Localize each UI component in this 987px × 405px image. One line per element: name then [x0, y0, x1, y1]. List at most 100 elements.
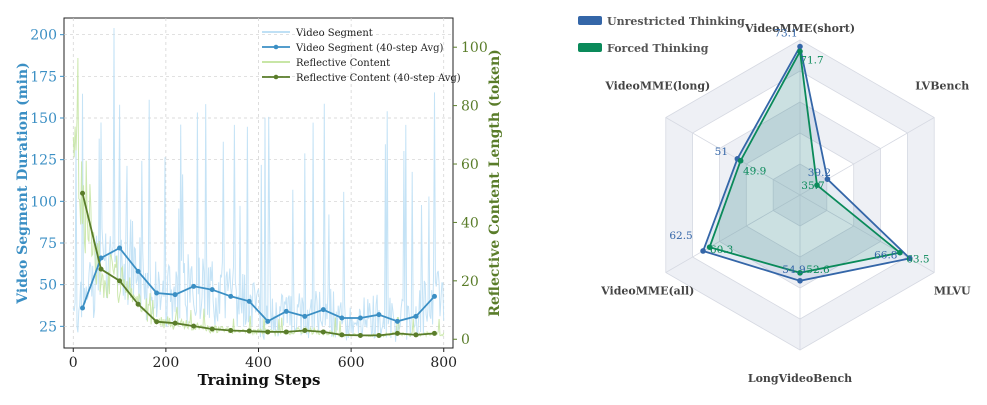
legend-label-video-avg: Video Segment (40-step Avg)	[295, 43, 443, 54]
y-tick-label: 150	[30, 111, 57, 127]
y-tick-label: 25	[39, 319, 57, 335]
radar-value-label: 39.2	[808, 167, 831, 179]
data-point	[283, 329, 289, 335]
radar-value-label: 62.5	[669, 230, 692, 242]
radar-value-label: 66.8	[874, 249, 897, 261]
legend-label-video-segment: Video Segment	[295, 28, 373, 39]
data-point	[80, 190, 86, 196]
y2-tick-label: 40	[461, 215, 479, 231]
legend-swatch-forced	[578, 43, 602, 52]
grid	[64, 18, 453, 348]
radar-chart: VideoMME(short) LVBench MLVU LongVideoBench…	[578, 15, 971, 385]
line-chart: 0 200 400 600 800 25 50 75 100 125 150 175 200 0 20 40 6…	[15, 17, 503, 389]
x-axis-title: Training Steps	[198, 371, 321, 389]
radar-spoke	[799, 117, 935, 196]
data-point	[339, 332, 345, 338]
data-point	[357, 315, 363, 321]
data-point	[154, 319, 160, 325]
radar-point	[814, 182, 820, 188]
y-tick-label: 200	[30, 28, 57, 44]
data-point	[302, 313, 308, 319]
radar-value-label: 51	[715, 146, 728, 158]
radar-value-labels: 73.1 39.2 66.8 54.9 62.5 51 71.7 35.7 63.5 52.6 60…	[669, 28, 929, 276]
data-point	[154, 290, 160, 296]
y2-tick-label: 20	[461, 274, 479, 290]
legend-marker-video-avg	[273, 44, 279, 50]
radar-legend: Unrestricted Thinking Forced Thinking	[578, 15, 745, 55]
legend-marker-reflective-avg	[273, 74, 279, 80]
legend-label-unrestricted: Unrestricted Thinking	[607, 15, 745, 28]
radar-point	[700, 248, 706, 254]
radar-series	[700, 43, 913, 284]
data-point	[320, 307, 326, 313]
radar-point	[737, 157, 744, 164]
radar-value-label: 54.9	[782, 264, 805, 276]
data-point	[135, 268, 141, 274]
data-point	[431, 293, 437, 299]
series-line	[81, 192, 435, 337]
data-point	[320, 329, 326, 335]
data-point	[265, 318, 271, 324]
radar-axis-labels: VideoMME(short) LVBench MLVU LongVideoBench…	[600, 22, 971, 385]
y-tick-label: 75	[39, 236, 57, 252]
radar-point	[797, 277, 803, 284]
data-point	[283, 308, 289, 314]
data-point	[376, 312, 382, 318]
data-point	[135, 301, 141, 307]
radar-axis-label: VideoMME(long)	[604, 80, 710, 93]
legend-swatch-unrestricted	[578, 16, 602, 25]
y2-axis-title: Reflective Content Length (token)	[487, 49, 503, 316]
data-point	[191, 323, 197, 329]
radar-point	[906, 255, 913, 262]
x-tick-label: 600	[338, 355, 365, 371]
data-point	[339, 315, 345, 321]
y-tick-label: 100	[30, 194, 57, 210]
data-point	[394, 330, 400, 336]
ticks: 0 200 400 600 800 25 50 75 100 125 150 175 200 0 20 40 6…	[30, 28, 487, 371]
radar-value-label: 71.7	[800, 54, 823, 66]
radar-spoke	[665, 194, 801, 273]
radar-value-label: 60.3	[710, 244, 733, 256]
data-point	[431, 330, 437, 336]
data-point	[172, 320, 178, 326]
legend-label-reflective-avg: Reflective Content (40-step Avg)	[296, 73, 461, 84]
legend-label-reflective: Reflective Content	[296, 58, 390, 69]
y-tick-label: 50	[39, 278, 57, 294]
radar-axis-label: VideoMME(short)	[744, 22, 855, 35]
y2-tick-label: 100	[461, 40, 488, 56]
data-point	[80, 305, 86, 311]
x-tick-label: 0	[69, 355, 78, 371]
data-point	[376, 332, 382, 338]
radar-value-label: 35.7	[801, 180, 824, 192]
y2-tick-label: 80	[461, 99, 479, 115]
series-line	[81, 246, 436, 323]
radar-axis-label: MLVU	[934, 285, 971, 298]
radar-point	[797, 270, 803, 276]
data-point	[246, 298, 252, 304]
data-point	[394, 318, 400, 324]
x-tick-label: 400	[245, 355, 272, 371]
data-point	[302, 327, 308, 333]
data-point	[265, 329, 271, 335]
y2-tick-label: 0	[461, 332, 470, 348]
avg-series	[80, 190, 437, 338]
data-point	[191, 283, 197, 289]
data-point	[357, 332, 363, 338]
data-point	[98, 255, 104, 261]
data-point	[209, 326, 215, 332]
data-point	[228, 327, 234, 333]
radar-axis-label: LVBench	[915, 80, 969, 93]
legend-label-forced: Forced Thinking	[607, 42, 709, 55]
x-tick-label: 200	[153, 355, 180, 371]
data-point	[246, 328, 252, 334]
radar-value-label: 52.6	[806, 264, 830, 276]
radar-axis-label: LongVideoBench	[748, 372, 852, 385]
radar-point	[706, 244, 713, 250]
radar-point	[797, 43, 803, 50]
radar-value-label: 73.1	[774, 28, 797, 40]
radar-point	[897, 249, 903, 256]
x-tick-label: 800	[430, 355, 457, 371]
data-point	[413, 313, 419, 319]
data-point	[117, 245, 123, 251]
